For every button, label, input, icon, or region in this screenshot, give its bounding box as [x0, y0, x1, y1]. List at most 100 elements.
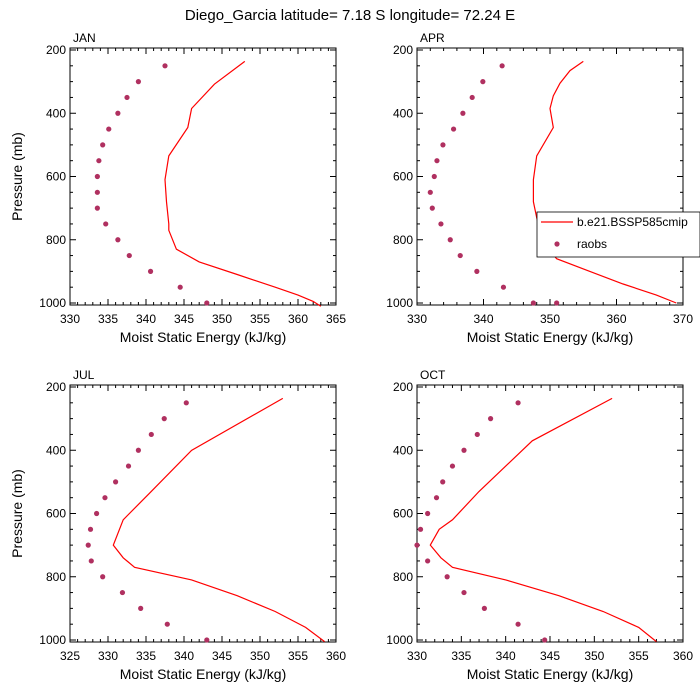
raobs-point — [461, 447, 467, 453]
x-tick-label: 330 — [407, 312, 427, 326]
y-tick-label: 400 — [393, 443, 413, 457]
legend-dot-label: raobs — [577, 237, 607, 251]
y-tick-label: 600 — [393, 170, 413, 184]
y-axis-label: Pressure (mb) — [9, 132, 25, 221]
raobs-point — [103, 221, 109, 227]
raobs-point — [164, 621, 170, 627]
raobs-point — [135, 79, 141, 85]
y-tick-label: 800 — [46, 570, 66, 584]
model-line — [112, 397, 325, 643]
y-tick-label: 800 — [393, 233, 413, 247]
x-tick-label: 330 — [98, 649, 118, 663]
raobs-point — [94, 510, 100, 517]
panel-apr: 330 340 350 360 370 200 400 600 800 1000 APR Moist … — [386, 31, 693, 345]
raobs-point — [102, 495, 108, 501]
raobs-point — [124, 94, 130, 101]
x-tick-label: 340 — [174, 649, 194, 663]
raobs-point — [113, 479, 119, 485]
raobs-point — [115, 237, 121, 243]
x-tick-label: 335 — [451, 649, 471, 663]
x-axis-label: Moist Static Energy (kJ/kg) — [120, 666, 287, 682]
y-tick-label: 600 — [393, 507, 413, 521]
raobs-point — [480, 79, 486, 85]
raobs-point — [438, 221, 444, 227]
raobs-point — [447, 237, 453, 243]
y-tick-label: 1000 — [39, 296, 66, 310]
legend: b.e21.BSSP585cmip raobs — [536, 211, 700, 258]
raobs-point — [434, 158, 440, 164]
raobs-point — [204, 637, 210, 643]
x-tick-label: 335 — [98, 312, 118, 326]
raobs-point — [94, 205, 100, 211]
raobs-point — [469, 94, 475, 101]
model-line — [164, 60, 322, 307]
model-line — [429, 397, 657, 643]
x-axis-label: Moist Static Energy (kJ/kg) — [467, 329, 634, 345]
y-tick-label: 400 — [46, 106, 66, 120]
x-tick-label: 345 — [540, 649, 560, 663]
raobs-point — [515, 621, 521, 627]
raobs-point — [487, 416, 494, 422]
x-tick-label: 340 — [496, 649, 516, 663]
raobs-point — [115, 110, 121, 116]
raobs-point — [183, 400, 189, 406]
raobs-point — [427, 189, 433, 195]
y-tick-label: 400 — [393, 106, 413, 120]
raobs-point — [431, 173, 437, 180]
panel-title: JUL — [73, 368, 95, 382]
raobs-point — [96, 158, 102, 164]
panel-jul: 325 330 335 340 345 350 355 360 200 400 600 800 1000… — [9, 368, 346, 682]
raobs-point — [138, 605, 144, 611]
y-tick-label: 600 — [46, 170, 66, 184]
raobs-point — [554, 300, 560, 306]
raobs-point — [450, 126, 457, 132]
raobs-point — [499, 63, 505, 69]
y-tick-label: 1000 — [386, 633, 413, 647]
raobs-point — [444, 574, 450, 580]
raobs-point — [449, 463, 456, 469]
x-tick-label: 330 — [60, 312, 80, 326]
raobs-point — [515, 400, 521, 406]
raobs-point — [542, 637, 548, 643]
x-tick-label: 340 — [136, 312, 156, 326]
y-tick-label: 200 — [393, 43, 413, 57]
panel-title: APR — [420, 31, 445, 45]
x-tick-label: 325 — [60, 649, 80, 663]
raobs-point — [87, 526, 94, 532]
panel-jan: 330 335 340 345 350 355 360 365 200 400 600 800 1000… — [9, 31, 346, 345]
y-tick-label: 600 — [46, 507, 66, 521]
y-tick-label: 800 — [393, 570, 413, 584]
legend-box — [536, 211, 700, 258]
raobs-point — [460, 110, 466, 116]
raobs-point — [161, 416, 167, 422]
raobs-point — [148, 431, 154, 438]
x-tick-label: 340 — [473, 312, 493, 326]
raobs-point — [474, 431, 480, 438]
panel-title: JAN — [73, 31, 96, 45]
x-tick-label: 345 — [212, 649, 232, 663]
x-tick-label: 365 — [326, 312, 346, 326]
y-tick-label: 400 — [46, 443, 66, 457]
raobs-point — [119, 589, 126, 596]
panels: 330 335 340 345 350 355 360 365 200 400 600 800 1000… — [9, 31, 700, 682]
raobs-point — [135, 447, 141, 453]
raobs-point — [106, 126, 112, 132]
x-tick-label: 345 — [174, 312, 194, 326]
x-tick-label: 335 — [136, 649, 156, 663]
raobs-point — [530, 300, 536, 306]
panel-oct: 330 335 340 345 350 355 360 200 400 600 800 1000 OCT… — [386, 368, 693, 682]
y-tick-label: 1000 — [39, 633, 66, 647]
raobs-point — [100, 142, 106, 148]
x-axis-label: Moist Static Energy (kJ/kg) — [120, 329, 287, 345]
legend-line-label: b.e21.BSSP585cmip — [577, 215, 688, 229]
x-axis-label: Moist Static Energy (kJ/kg) — [467, 666, 634, 682]
raobs-point — [126, 252, 132, 259]
raobs-point — [88, 558, 94, 564]
raobs-point — [440, 479, 446, 485]
raobs-point — [425, 510, 431, 517]
x-tick-label: 355 — [288, 649, 308, 663]
x-tick-label: 355 — [629, 649, 649, 663]
raobs-point — [425, 558, 431, 564]
